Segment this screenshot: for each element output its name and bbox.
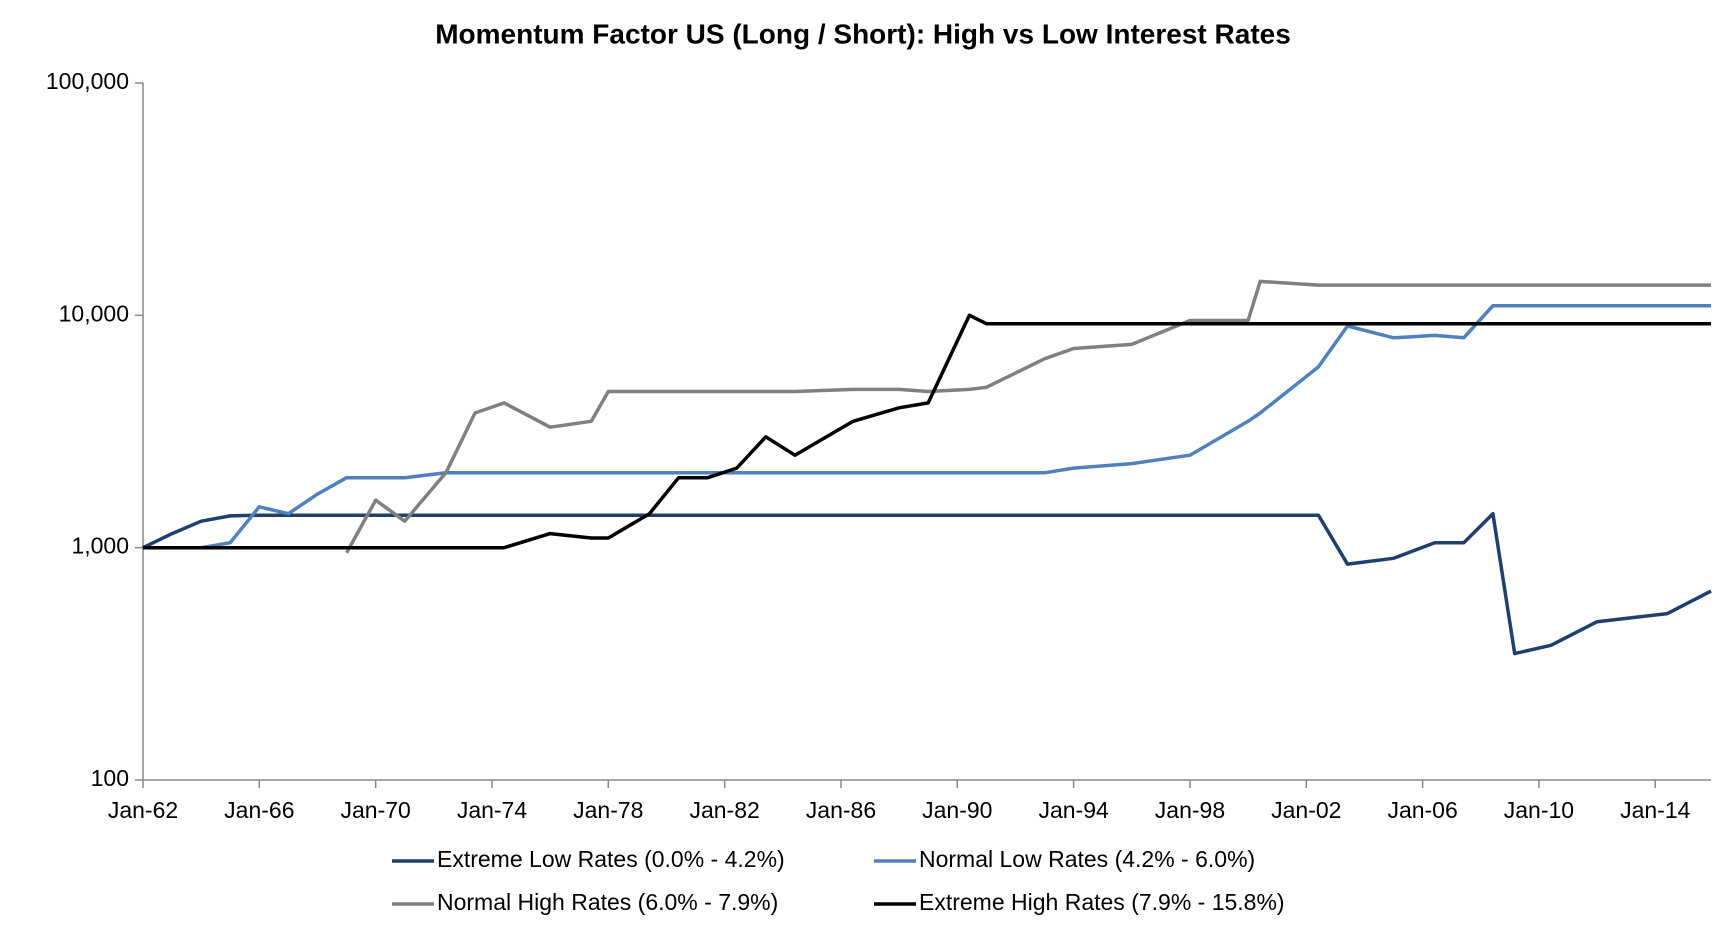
y-tick-label: 100	[91, 765, 129, 791]
x-tick-label: Jan-02	[1271, 797, 1341, 823]
x-tick-label: Jan-10	[1504, 797, 1574, 823]
x-tick-label: Jan-78	[573, 797, 643, 823]
legend-label: Extreme Low Rates (0.0% - 4.2%)	[437, 846, 785, 872]
x-tick-label: Jan-70	[340, 797, 410, 823]
x-tick-label: Jan-86	[806, 797, 876, 823]
x-tick-label: Jan-94	[1038, 797, 1109, 823]
y-tick-label: 100,000	[46, 68, 129, 94]
series-line	[142, 511, 1712, 656]
legend-label: Extreme High Rates (7.9% - 15.8%)	[919, 889, 1285, 915]
legend-label: Normal Low Rates (4.2% - 6.0%)	[919, 846, 1255, 872]
series-line	[345, 279, 1711, 554]
x-tick-label: Jan-90	[922, 797, 992, 823]
y-tick-label: 10,000	[59, 300, 129, 326]
legend-label: Normal High Rates (6.0% - 7.9%)	[437, 889, 778, 915]
chart-title: Momentum Factor US (Long / Short): High …	[435, 18, 1291, 49]
x-tick-label: Jan-62	[108, 797, 178, 823]
y-tick-label: 1,000	[71, 533, 129, 559]
x-tick-label: Jan-06	[1387, 797, 1457, 823]
x-tick-label: Jan-82	[689, 797, 759, 823]
series-line	[200, 303, 1711, 550]
x-tick-label: Jan-14	[1620, 797, 1691, 823]
x-tick-label: Jan-66	[224, 797, 294, 823]
x-tick-label: Jan-98	[1155, 797, 1225, 823]
series-line	[143, 313, 1711, 550]
x-tick-label: Jan-74	[457, 797, 528, 823]
